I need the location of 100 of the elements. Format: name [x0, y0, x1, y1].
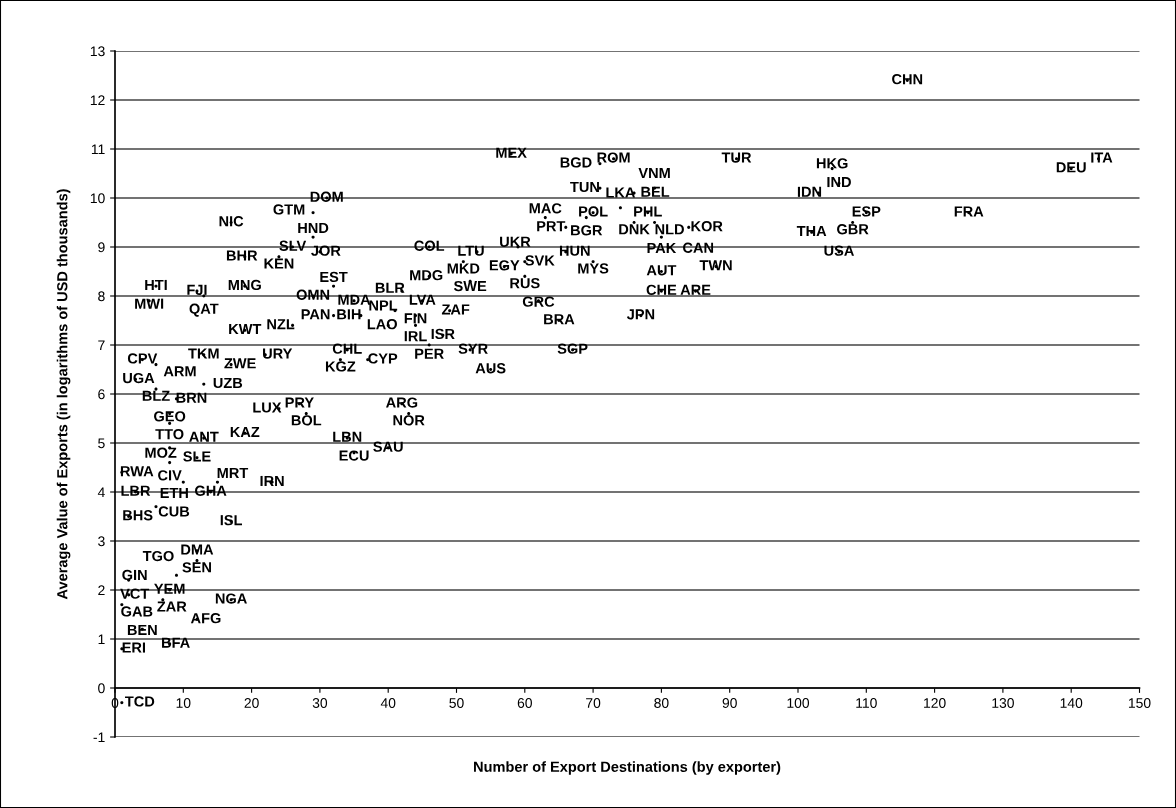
data-label: SEN [182, 562, 211, 573]
data-label: MEX [496, 147, 527, 158]
y-axis-title: Average Value of Exports (in logarithms of USD thousands) [56, 189, 71, 600]
data-label: ECU [339, 450, 369, 461]
data-label: DOM [310, 191, 343, 202]
data-label: USA [824, 245, 854, 256]
data-label: PAK [647, 242, 677, 253]
data-label: BGR [571, 225, 603, 236]
data-label: SLV [279, 240, 307, 251]
y-tick-label: 2 [98, 585, 105, 596]
data-label: MRT [217, 467, 249, 478]
x-tick-label: 40 [380, 698, 396, 708]
data-label: SWE [453, 280, 487, 292]
x-tick-label: 100 [787, 698, 810, 708]
x-tick-label: 60 [517, 698, 532, 708]
data-label: OMN [296, 289, 330, 300]
data-label: MOZ [145, 447, 177, 458]
data-label: GTM [273, 204, 305, 215]
data-label: NPL [369, 300, 398, 311]
y-tick-label: 11 [91, 144, 105, 155]
data-label: GIN [122, 569, 147, 581]
data-label: MWI [135, 298, 164, 309]
data-label: MDG [410, 269, 443, 281]
data-label: UZB [213, 377, 243, 389]
data-label: EST [320, 271, 348, 283]
data-label: FRA [954, 206, 984, 217]
data-label: GBR [837, 224, 869, 235]
y-tick-label: 12 [90, 95, 105, 106]
y-tick-label: 6 [98, 389, 105, 400]
data-label: HUN [559, 245, 590, 256]
data-label: ITA [1091, 152, 1113, 163]
data-label: JOR [311, 245, 341, 256]
data-label: KEN [264, 258, 294, 269]
x-tick-label: 10 [176, 698, 191, 708]
y-tick-label: 9 [98, 242, 105, 253]
data-label: NZL [267, 319, 295, 330]
data-label: PRT [537, 221, 566, 232]
data-label: CYP [368, 353, 398, 364]
data-label: ZAF [441, 304, 470, 315]
data-label: SAU [373, 441, 403, 452]
data-label: VCT [120, 588, 150, 599]
data-label: TUR [721, 152, 752, 163]
y-tick-label: -1 [93, 732, 105, 743]
data-label: BHR [226, 250, 258, 261]
x-tick-label: 130 [992, 698, 1014, 708]
data-label: SGP [557, 343, 588, 354]
data-label: POL [579, 206, 608, 217]
y-tick-label: 5 [98, 438, 105, 449]
data-label: LVA [409, 294, 436, 305]
data-label: RUS [510, 277, 540, 289]
data-label: RWA [120, 466, 154, 477]
data-label: MKD [447, 263, 480, 274]
data-label: AFG [190, 612, 221, 624]
data-label: FIN [404, 313, 427, 324]
data-label: BRN [176, 392, 207, 403]
x-tick-label: 70 [586, 698, 601, 708]
data-label: HKG [816, 158, 848, 169]
data-label: CHN [892, 73, 923, 85]
data-label: UKR [500, 236, 531, 247]
data-label: LBN [333, 431, 362, 442]
data-label: KWT [229, 324, 262, 335]
data-label: LKA [606, 187, 636, 198]
data-label: YEM [154, 583, 185, 594]
data-label: DMA [181, 544, 214, 555]
data-label: ISL [220, 514, 243, 526]
data-label: ERI [122, 642, 146, 653]
data-label: HTI [145, 279, 167, 290]
data-label: QAT [189, 303, 219, 317]
data-label: ROM [597, 152, 630, 163]
data-label: BIH [337, 309, 361, 320]
data-label: ARE [680, 284, 711, 295]
x-tick-label: 50 [449, 698, 464, 708]
data-label: BLZ [142, 390, 170, 401]
data-label: IDN [797, 186, 822, 197]
data-label: BOL [291, 415, 322, 426]
data-label: LUX [253, 402, 282, 413]
data-label: LAO [367, 318, 397, 330]
data-label: ANT [189, 431, 219, 442]
data-label: EGY [489, 260, 520, 271]
data-label: TUN [570, 181, 599, 193]
data-label: TCD [125, 696, 155, 707]
data-label: MNG [228, 279, 261, 291]
data-label: BEN [127, 624, 157, 635]
data-label: TTO [155, 428, 184, 440]
data-label: LBR [121, 485, 151, 496]
data-label: ARM [163, 366, 196, 377]
data-label: SVK [525, 255, 555, 266]
data-label: BGD [560, 157, 592, 168]
data-label: TKM [188, 348, 219, 359]
data-label: CHL [332, 343, 362, 354]
x-tick-label: 20 [244, 698, 259, 708]
data-label: GAB [121, 606, 153, 617]
x-tick-label: 150 [1128, 698, 1151, 708]
data-label: JPN [626, 309, 655, 320]
data-label: GRC [522, 296, 555, 307]
data-label: CUB [158, 506, 190, 517]
data-label: DEU [1056, 162, 1086, 173]
data-label: NGA [215, 593, 247, 604]
data-label: ISR [431, 328, 455, 340]
data-label: BEL [641, 186, 670, 197]
